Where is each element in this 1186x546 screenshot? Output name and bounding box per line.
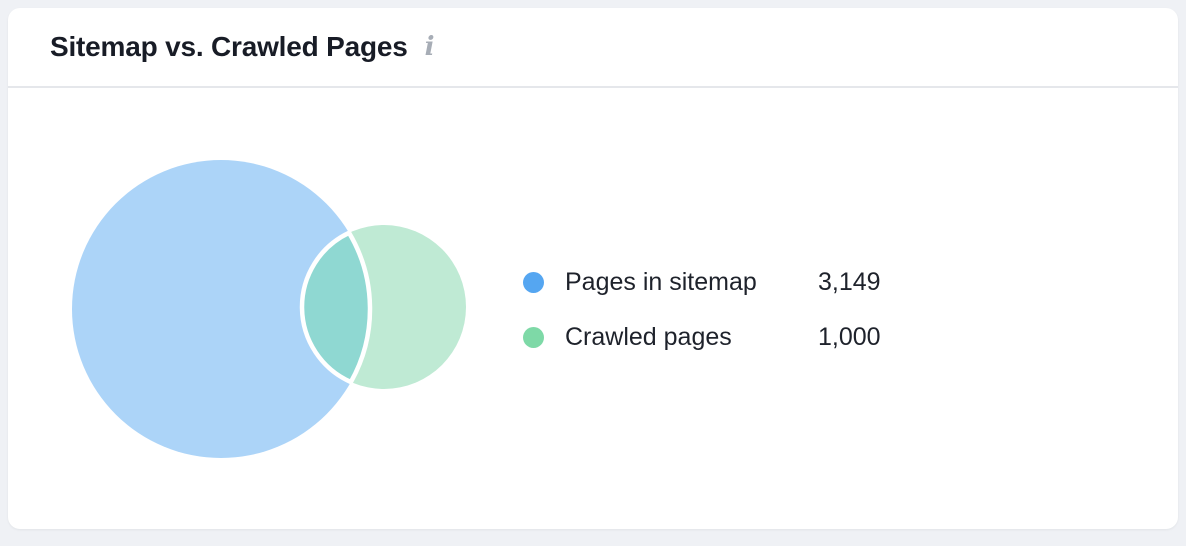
legend-dot-blue-icon [523, 271, 544, 293]
legend-label: Pages in sitemap [565, 267, 757, 296]
legend-label: Crawled pages [565, 322, 732, 351]
card-header: Sitemap vs. Crawled Pages i [8, 8, 1178, 88]
sitemap-vs-crawled-pages-card: Sitemap vs. Crawled Pages i Pages in sit… [8, 8, 1178, 529]
card-body: Pages in sitemap 3,149 Crawled pages 1,0… [8, 88, 1178, 527]
venn-overlap-region [299, 230, 373, 385]
info-icon[interactable]: i [424, 32, 435, 62]
venn-legend: Pages in sitemap 3,149 Crawled pages 1,0… [523, 266, 881, 353]
legend-value: 3,149 [818, 267, 881, 296]
venn-circle-pages-in-sitemap [72, 160, 370, 458]
legend-dot-green-icon [523, 326, 544, 348]
legend-value: 1,000 [818, 322, 881, 351]
card-title: Sitemap vs. Crawled Pages [50, 31, 408, 62]
legend-item-crawled-pages: Crawled pages 1,000 [523, 321, 881, 353]
venn-diagram [72, 160, 466, 458]
legend-item-pages-in-sitemap: Pages in sitemap 3,149 [523, 266, 881, 298]
